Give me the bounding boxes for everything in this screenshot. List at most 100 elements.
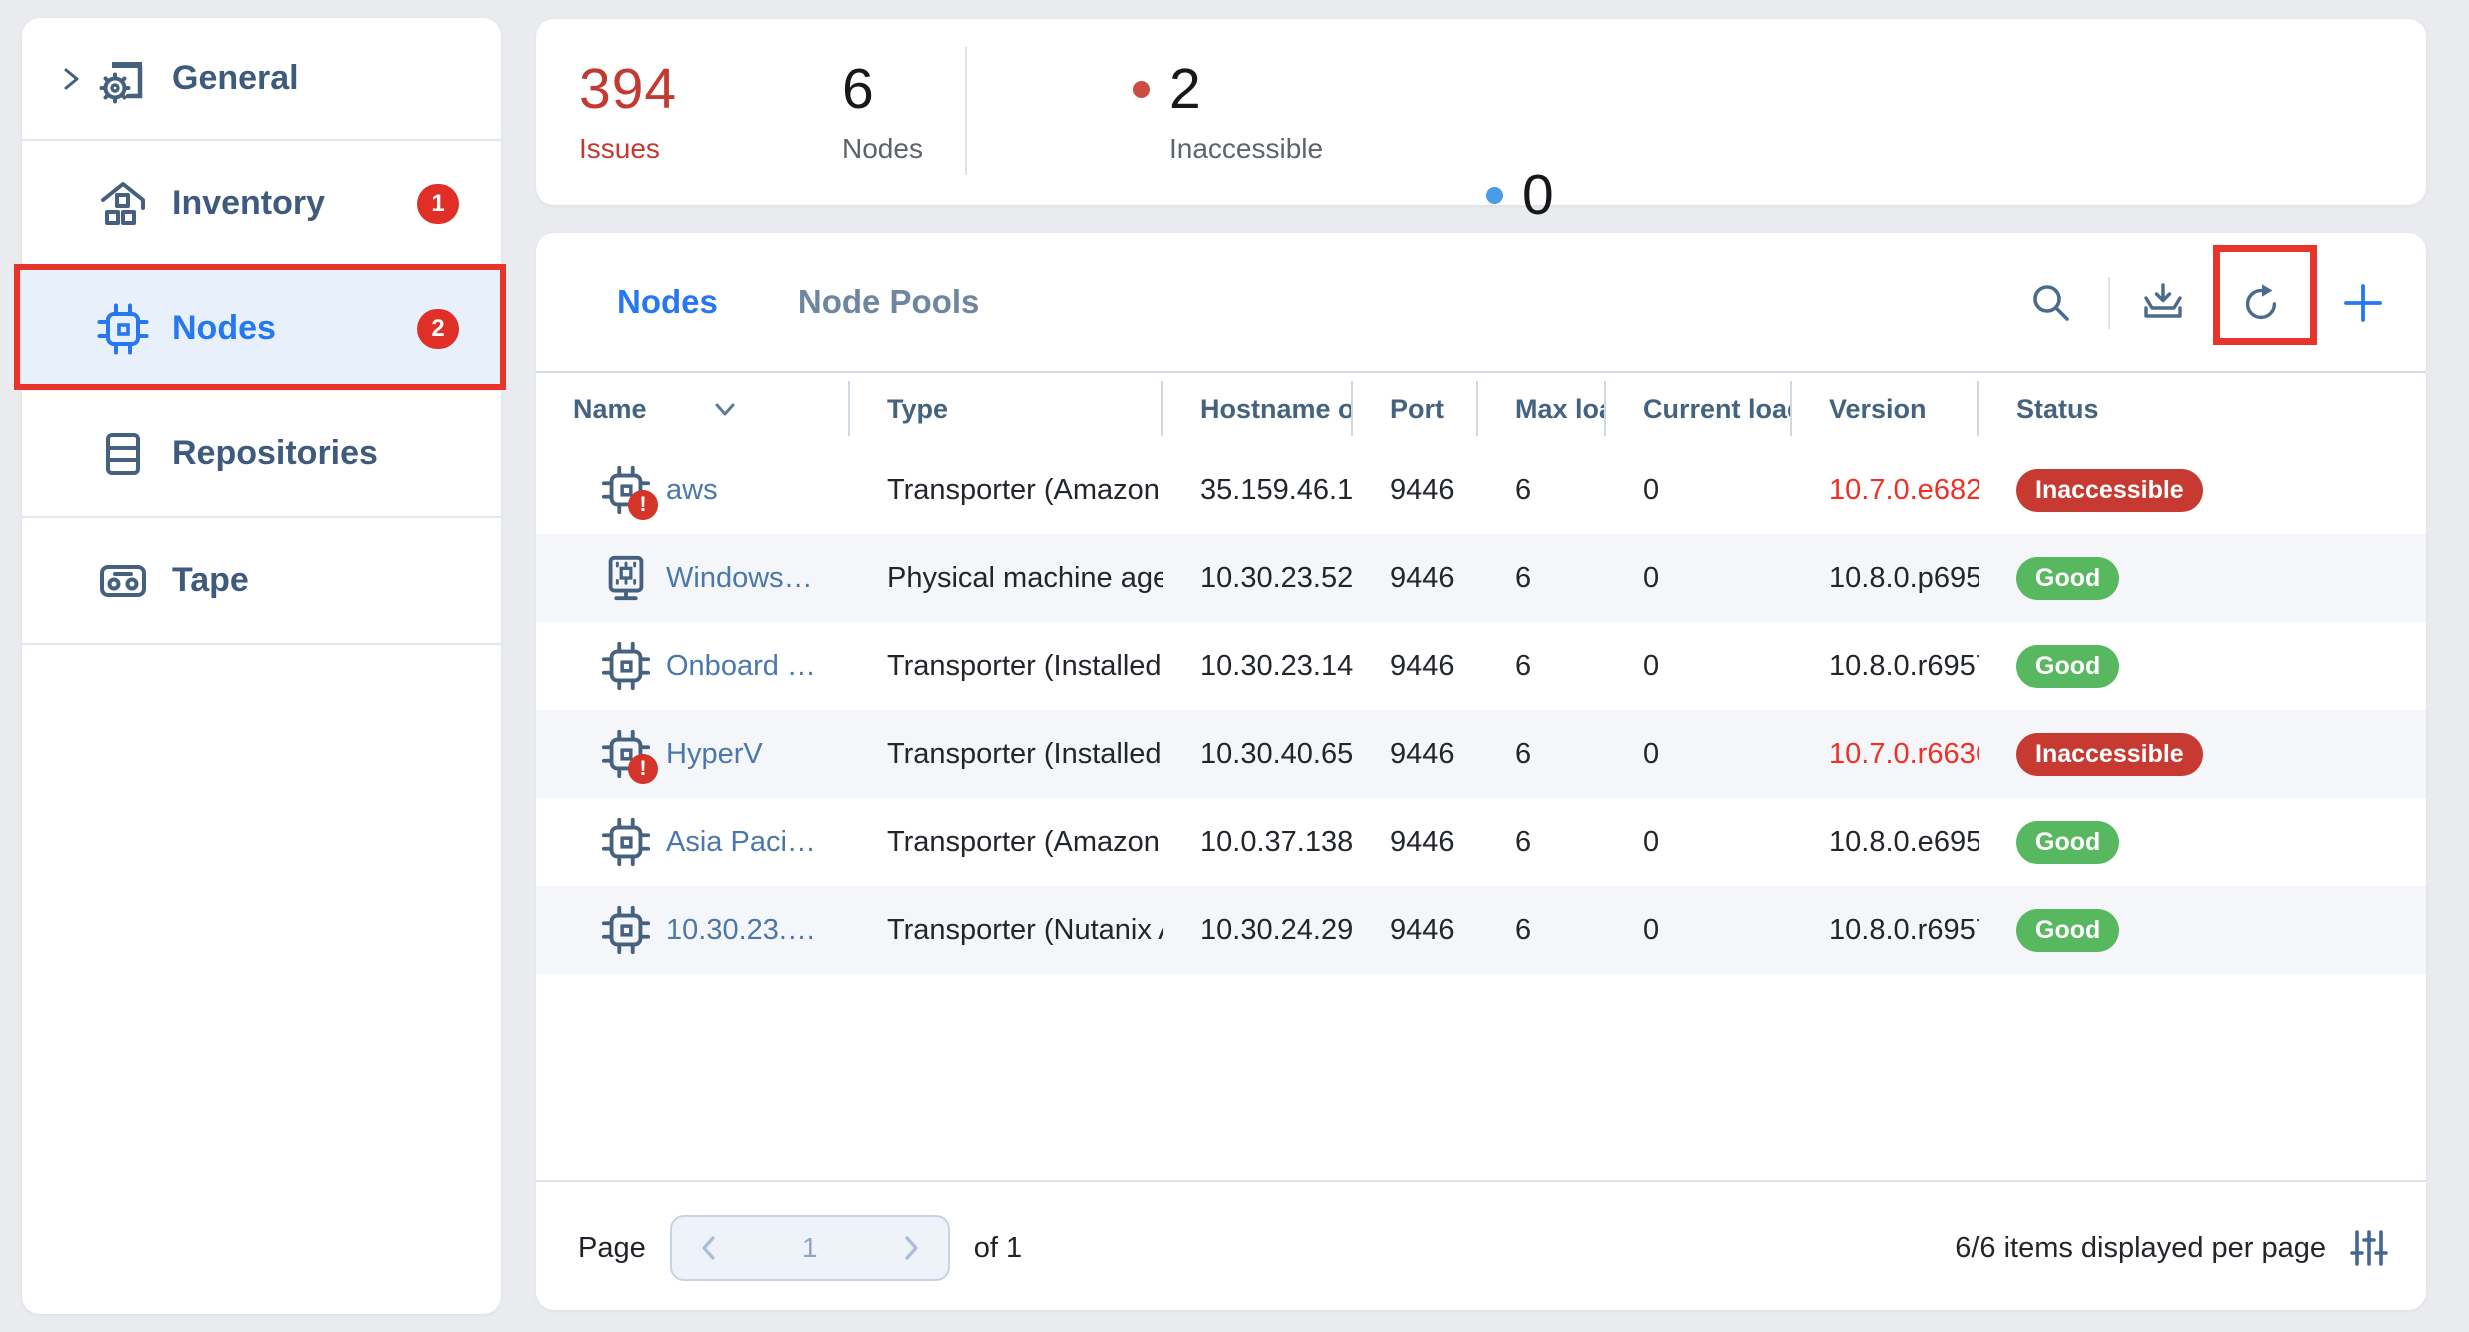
cell-current-load: 0 <box>1643 649 1660 682</box>
status-badge: Good <box>2016 644 2120 688</box>
column-header-version[interactable]: Version <box>1792 373 1979 446</box>
status-badge: Good <box>2016 820 2120 864</box>
sidebar-divider <box>22 516 501 518</box>
cell-type: Transporter (Installed <box>887 649 1162 682</box>
current-page[interactable]: 1 <box>801 1232 818 1263</box>
cell-type: Transporter (Installed <box>887 737 1162 770</box>
cell-port: 9446 <box>1390 473 1455 506</box>
stat-nodes-value: 6 <box>842 57 875 121</box>
sidebar-item-label: Nodes <box>172 309 276 347</box>
sidebar-item-nodes[interactable]: Nodes 2 <box>22 266 501 391</box>
sidebar-divider <box>22 139 501 141</box>
column-header-type[interactable]: Type <box>850 373 1163 446</box>
sidebar: General Inventory 1 Nodes 2 <box>14 18 506 1314</box>
cell-type: Transporter (Nutanix A <box>887 913 1163 946</box>
tab-nodes[interactable]: Nodes <box>617 283 718 320</box>
cell-version: 10.8.0.p695 <box>1829 561 1979 594</box>
sidebar-item-inventory[interactable]: Inventory 1 <box>22 141 501 266</box>
inaccessible-dot <box>1133 81 1150 98</box>
column-header-hostname[interactable]: Hostname or <box>1163 373 1353 446</box>
cell-port: 9446 <box>1390 913 1455 946</box>
cell-max-load: 6 <box>1515 649 1532 682</box>
footer-divider <box>536 1180 2426 1182</box>
stats-divider <box>965 47 967 175</box>
items-per-page: 6/6 items displayed per page <box>1955 1208 2388 1288</box>
cell-type: Transporter (Amazon <box>887 473 1160 506</box>
table-row[interactable]: Onboard … Transporter (Installed 10.30.2… <box>536 622 2426 710</box>
table-row[interactable]: Asia Paci… Transporter (Amazon 10.0.37.1… <box>536 798 2426 886</box>
node-name-link[interactable]: Windows… <box>666 561 813 594</box>
table-row[interactable]: 10.30.23.… Transporter (Nutanix A 10.30.… <box>536 886 2426 974</box>
column-header-name[interactable]: Name <box>536 373 850 446</box>
toolbar <box>2026 233 2426 373</box>
error-badge-icon: ! <box>628 490 658 520</box>
cell-version: 10.7.0.e682 <box>1829 473 1979 506</box>
toolbar-divider <box>2108 277 2110 329</box>
table-row[interactable]: ! HyperV Transporter (Installed 10.30.40… <box>536 710 2426 798</box>
transporter-node-icon <box>600 904 652 956</box>
general-icon <box>96 52 150 106</box>
cell-version: 10.8.0.r6957 <box>1829 913 1979 946</box>
error-badge-icon: ! <box>628 754 658 784</box>
prev-page-icon[interactable] <box>698 1233 720 1263</box>
cell-hostname: 10.30.23.52 <box>1200 561 1353 594</box>
sidebar-item-general[interactable]: General <box>22 18 501 139</box>
stat-working-value: 0 <box>1522 163 1555 227</box>
sidebar-item-repositories[interactable]: Repositories <box>22 391 501 516</box>
node-name-link[interactable]: Asia Paci… <box>666 825 816 858</box>
items-summary: 6/6 items displayed per page <box>1955 1231 2326 1264</box>
search-icon[interactable] <box>2026 278 2076 328</box>
tab-bar: Nodes Node Pools <box>536 233 2426 373</box>
cell-max-load: 6 <box>1515 913 1532 946</box>
cell-current-load: 0 <box>1643 473 1660 506</box>
cell-version: 10.8.0.e695 <box>1829 825 1979 858</box>
cell-hostname: 10.0.37.138 <box>1200 825 1353 858</box>
inventory-icon <box>96 177 150 231</box>
cell-hostname: 10.30.40.65 <box>1200 737 1353 770</box>
node-name-link[interactable]: HyperV <box>666 737 763 770</box>
page-count-label: of 1 <box>973 1231 1023 1264</box>
chevron-right-icon[interactable] <box>58 66 84 92</box>
cell-hostname: 10.30.23.14 <box>1200 649 1353 682</box>
transporter-node-icon: ! <box>600 728 658 784</box>
refresh-icon[interactable] <box>2236 278 2286 328</box>
column-header-current-load[interactable]: Current load <box>1606 373 1792 446</box>
sidebar-item-tape[interactable]: Tape <box>22 518 501 643</box>
page-label: Page <box>578 1231 646 1264</box>
status-badge: Inaccessible <box>2016 732 2203 776</box>
column-header-status[interactable]: Status <box>2016 394 2099 424</box>
pagination: Page 1 of 1 <box>578 1208 1022 1288</box>
stat-inaccessible: 2 Inaccessible <box>1133 59 2469 165</box>
stat-issues-value: 394 <box>579 57 678 121</box>
display-settings-icon[interactable] <box>2350 1228 2388 1268</box>
tape-icon <box>96 554 150 608</box>
cell-current-load: 0 <box>1643 825 1660 858</box>
cell-current-load: 0 <box>1643 913 1660 946</box>
import-icon[interactable] <box>2138 278 2188 328</box>
node-name-link[interactable]: 10.30.23.… <box>666 913 816 946</box>
next-page-icon[interactable] <box>900 1233 922 1263</box>
column-header-port[interactable]: Port <box>1353 373 1478 446</box>
cell-max-load: 6 <box>1515 825 1532 858</box>
cell-max-load: 6 <box>1515 473 1532 506</box>
node-name-link[interactable]: aws <box>666 473 718 506</box>
nodes-badge: 2 <box>417 308 459 349</box>
tab-node-pools[interactable]: Node Pools <box>797 283 980 320</box>
sidebar-item-label: Inventory <box>172 184 326 222</box>
cell-version: 10.7.0.r6636 <box>1829 737 1979 770</box>
cell-port: 9446 <box>1390 825 1455 858</box>
cell-port: 9446 <box>1390 561 1455 594</box>
working-dot <box>1486 187 1503 204</box>
sidebar-divider <box>22 643 501 645</box>
add-icon[interactable] <box>2338 278 2388 328</box>
cell-max-load: 6 <box>1515 737 1532 770</box>
stat-inaccessible-label: Inaccessible <box>1169 133 1324 164</box>
cell-type: Transporter (Amazon <box>887 825 1160 858</box>
node-name-link[interactable]: Onboard … <box>666 649 816 682</box>
cell-max-load: 6 <box>1515 561 1532 594</box>
table-row[interactable]: ! aws Transporter (Amazon 35.159.46.1 94… <box>536 446 2426 534</box>
table-row[interactable]: Windows… Physical machine age 10.30.23.5… <box>536 534 2426 622</box>
sidebar-item-label: Repositories <box>172 434 378 472</box>
status-badge: Inaccessible <box>2016 468 2203 512</box>
column-header-max-load[interactable]: Max loa <box>1478 373 1606 446</box>
